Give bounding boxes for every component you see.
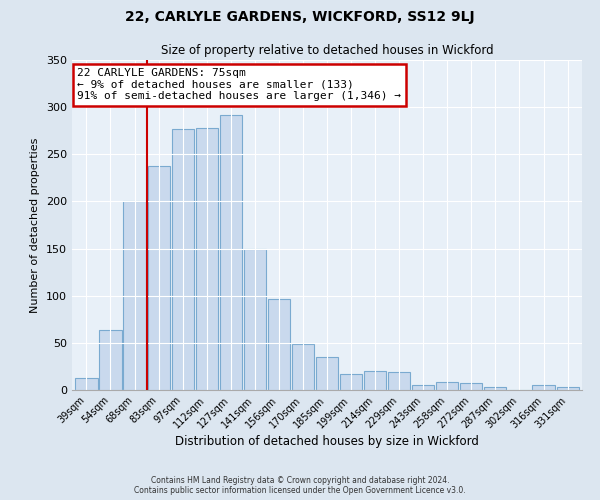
Bar — [340, 374, 362, 390]
Bar — [292, 344, 314, 390]
Bar — [172, 129, 194, 390]
Bar — [100, 330, 122, 390]
Title: Size of property relative to detached houses in Wickford: Size of property relative to detached ho… — [161, 44, 493, 58]
Bar — [244, 248, 266, 390]
Bar — [532, 386, 554, 390]
Text: Contains HM Land Registry data © Crown copyright and database right 2024.
Contai: Contains HM Land Registry data © Crown c… — [134, 476, 466, 495]
Bar — [460, 384, 482, 390]
Bar — [484, 387, 506, 390]
Bar — [364, 371, 386, 390]
X-axis label: Distribution of detached houses by size in Wickford: Distribution of detached houses by size … — [175, 436, 479, 448]
Bar — [412, 386, 434, 390]
Bar — [436, 382, 458, 390]
Bar — [124, 202, 146, 390]
Bar — [220, 114, 242, 390]
Bar — [76, 378, 98, 390]
Y-axis label: Number of detached properties: Number of detached properties — [31, 138, 40, 312]
Bar — [268, 298, 290, 390]
Text: 22, CARLYLE GARDENS, WICKFORD, SS12 9LJ: 22, CARLYLE GARDENS, WICKFORD, SS12 9LJ — [125, 10, 475, 24]
Text: 22 CARLYLE GARDENS: 75sqm
← 9% of detached houses are smaller (133)
91% of semi-: 22 CARLYLE GARDENS: 75sqm ← 9% of detach… — [77, 68, 401, 102]
Bar — [148, 166, 170, 390]
Bar — [316, 357, 338, 390]
Bar — [196, 128, 218, 390]
Bar — [557, 387, 578, 390]
Bar — [388, 372, 410, 390]
